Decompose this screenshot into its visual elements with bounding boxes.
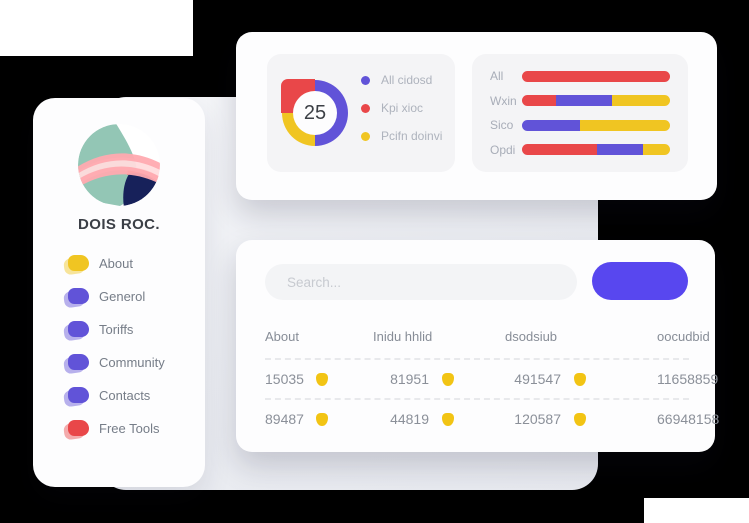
donut-legend: All cidosd Kpi xioc Pcifn doinvi	[361, 73, 442, 158]
stacked-bar	[522, 144, 670, 156]
bar-row: Wxin	[472, 94, 688, 108]
logo	[78, 124, 160, 206]
legend-dot-icon	[361, 131, 370, 141]
menu-blob-icon	[62, 420, 89, 441]
menu-blob-icon	[62, 354, 89, 375]
sidebar-menu: About Generol Toriffs Community Contacts…	[33, 255, 205, 441]
dashed-divider	[265, 358, 689, 360]
sidebar-item-community[interactable]: Community	[62, 354, 205, 375]
menu-blob-icon	[62, 288, 89, 309]
menu-blob-icon	[62, 255, 89, 276]
table-header-row: About Inidu hhlid dsodsiub oocudbid	[265, 328, 710, 344]
menu-blob-icon	[62, 321, 89, 342]
bar-row: All	[472, 69, 688, 83]
logo-abstract-icon	[78, 124, 160, 206]
shield-icon	[574, 412, 586, 426]
sidebar-item-about[interactable]: About	[62, 255, 205, 276]
primary-action-button[interactable]	[592, 262, 688, 300]
background-white-block-bottom-right	[644, 498, 749, 523]
donut-chart-panel: 25 All cidosd Kpi xioc Pcifn doinvi	[267, 54, 455, 172]
shield-icon	[315, 372, 328, 386]
sidebar-item-toriffs[interactable]: Toriffs	[62, 321, 205, 342]
legend-dot-icon	[361, 75, 370, 85]
legend-dot-icon	[361, 103, 370, 113]
bar-chart-panel: All Wxin Sico Opdi	[472, 54, 688, 172]
donut-chart: 25	[277, 75, 353, 151]
shield-icon	[315, 412, 328, 426]
menu-blob-icon	[62, 387, 89, 408]
donut-hole: 25	[293, 91, 337, 135]
stacked-bar	[522, 95, 670, 107]
search-input[interactable]	[265, 264, 577, 300]
table-row: 15035 81951 491547 11658859	[265, 371, 719, 387]
donut-center-value: 25	[303, 101, 327, 124]
sidebar: DOIS ROC. About Generol Toriffs Communit…	[33, 98, 205, 487]
bar-row: Sico	[472, 118, 688, 132]
sidebar-item-generol[interactable]: Generol	[62, 288, 205, 309]
legend-item: Kpi xioc	[361, 101, 442, 115]
stacked-bar	[522, 70, 670, 82]
data-table: About Inidu hhlid dsodsiub oocudbid 1503…	[265, 326, 720, 438]
table-row: 89487 44819 120587 66948158	[265, 411, 720, 427]
dashed-divider	[265, 398, 689, 400]
shield-icon	[574, 372, 586, 386]
legend-item: All cidosd	[361, 73, 442, 87]
charts-card: 25 All cidosd Kpi xioc Pcifn doinvi	[236, 32, 717, 200]
shield-icon	[442, 412, 454, 426]
stacked-bar	[522, 119, 670, 131]
legend-item: Pcifn doinvi	[361, 129, 442, 143]
brand-title: DOIS ROC.	[78, 216, 160, 233]
background-white-block-top-left	[0, 0, 193, 56]
table-card: About Inidu hhlid dsodsiub oocudbid 1503…	[236, 240, 720, 452]
sidebar-item-free-tools[interactable]: Free Tools	[62, 420, 205, 441]
shield-icon	[442, 372, 454, 386]
bar-row: Opdi	[472, 143, 688, 157]
sidebar-item-contacts[interactable]: Contacts	[62, 387, 205, 408]
